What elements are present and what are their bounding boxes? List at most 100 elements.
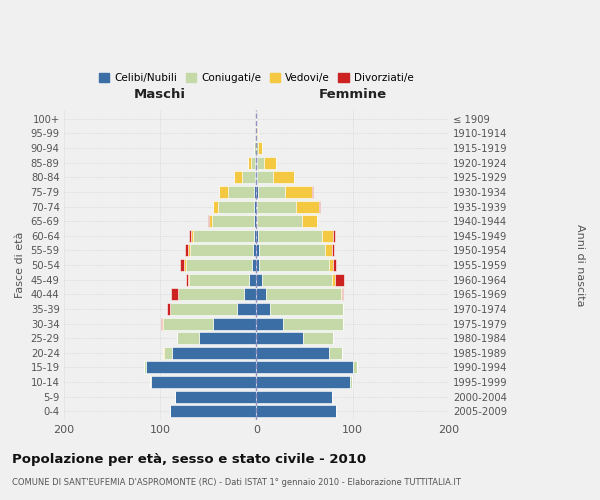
Bar	[259, 186, 286, 198]
Bar	[144, 362, 146, 374]
Bar	[172, 347, 256, 359]
Bar	[189, 230, 191, 242]
Bar	[199, 332, 256, 344]
Bar	[151, 376, 256, 388]
Bar	[256, 172, 257, 183]
Bar	[186, 274, 188, 285]
Bar	[256, 332, 302, 344]
Bar	[329, 259, 334, 271]
Legend: Celibi/Nubili, Coniugati/e, Vedovi/e, Divorziati/e: Celibi/Nubili, Coniugati/e, Vedovi/e, Di…	[95, 68, 418, 87]
Bar	[149, 376, 151, 388]
Bar	[185, 244, 188, 256]
Bar	[256, 362, 353, 374]
Bar	[256, 186, 259, 198]
Bar	[189, 274, 249, 285]
Bar	[273, 172, 294, 183]
Bar	[171, 288, 178, 300]
Bar	[163, 347, 164, 359]
Bar	[213, 200, 218, 212]
Bar	[242, 172, 256, 183]
Bar	[167, 303, 170, 315]
Bar	[251, 156, 256, 168]
Bar	[256, 274, 262, 285]
Bar	[256, 142, 259, 154]
Bar	[264, 156, 275, 168]
Bar	[341, 288, 342, 300]
Bar	[257, 200, 296, 212]
Bar	[254, 200, 256, 212]
Bar	[257, 128, 259, 140]
Bar	[254, 230, 256, 242]
Bar	[253, 244, 256, 256]
Bar	[218, 200, 254, 212]
Bar	[329, 347, 342, 359]
Bar	[209, 215, 212, 227]
Bar	[319, 200, 320, 212]
Bar	[256, 244, 259, 256]
Bar	[259, 230, 322, 242]
Bar	[181, 259, 184, 271]
Bar	[342, 288, 343, 300]
Bar	[259, 142, 262, 154]
Bar	[248, 156, 251, 168]
Bar	[256, 347, 329, 359]
Bar	[251, 259, 256, 271]
Bar	[256, 215, 257, 227]
Bar	[237, 303, 256, 315]
Bar	[170, 406, 256, 417]
Bar	[334, 259, 337, 271]
Bar	[259, 259, 329, 271]
Bar	[178, 332, 199, 344]
Bar	[286, 186, 312, 198]
Bar	[229, 186, 254, 198]
Bar	[259, 244, 325, 256]
Bar	[176, 332, 178, 344]
Bar	[256, 390, 332, 402]
Bar	[256, 230, 259, 242]
Bar	[296, 200, 319, 212]
Bar	[312, 186, 313, 198]
Bar	[257, 215, 302, 227]
Bar	[244, 288, 256, 300]
Bar	[170, 303, 237, 315]
Bar	[256, 128, 257, 140]
Bar	[334, 230, 335, 242]
Bar	[212, 215, 254, 227]
Text: Femmine: Femmine	[319, 88, 387, 102]
Bar	[184, 259, 186, 271]
Bar	[254, 142, 256, 154]
Bar	[256, 303, 270, 315]
Bar	[332, 274, 335, 285]
Bar	[256, 406, 337, 417]
Bar	[249, 274, 256, 285]
Bar	[213, 318, 256, 330]
Bar	[256, 288, 266, 300]
Bar	[190, 244, 253, 256]
Bar	[322, 230, 334, 242]
Bar	[257, 172, 273, 183]
Bar	[353, 362, 356, 374]
Bar	[193, 230, 254, 242]
Bar	[325, 244, 332, 256]
Bar	[191, 230, 193, 242]
Bar	[161, 318, 162, 330]
Bar	[256, 200, 257, 212]
Text: Popolazione per età, sesso e stato civile - 2010: Popolazione per età, sesso e stato civil…	[12, 452, 366, 466]
Bar	[175, 390, 256, 402]
Bar	[234, 172, 242, 183]
Bar	[266, 288, 341, 300]
Bar	[302, 332, 334, 344]
Bar	[257, 156, 264, 168]
Bar	[162, 318, 163, 330]
Text: COMUNE DI SANT'EUFEMIA D'ASPROMONTE (RC) - Dati ISTAT 1° gennaio 2010 - Elaboraz: COMUNE DI SANT'EUFEMIA D'ASPROMONTE (RC)…	[12, 478, 461, 487]
Bar	[208, 215, 209, 227]
Y-axis label: Fasce di età: Fasce di età	[15, 232, 25, 298]
Bar	[188, 274, 189, 285]
Bar	[164, 347, 172, 359]
Bar	[178, 288, 244, 300]
Bar	[335, 274, 344, 285]
Bar	[146, 362, 256, 374]
Bar	[186, 259, 251, 271]
Bar	[256, 376, 350, 388]
Bar	[219, 186, 229, 198]
